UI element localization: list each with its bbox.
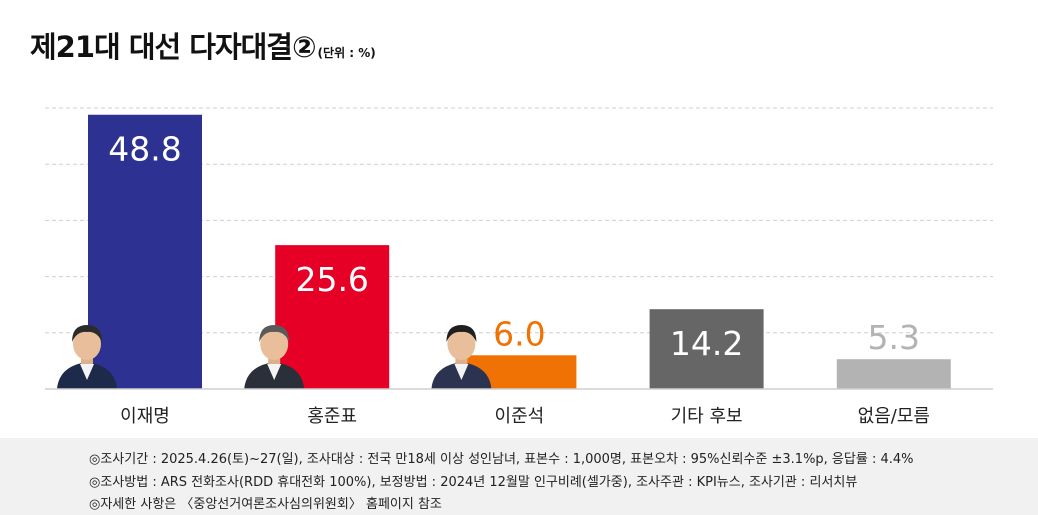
category-label-4: 기타 후보	[671, 406, 743, 427]
category-label-1: 이재명	[120, 406, 170, 427]
footnote-reference: ◎자세한 사항은 〈중앙선거여론조사심의위원회〉 홈페이지 참조	[89, 497, 442, 512]
category-label-3: 이준석	[495, 406, 545, 427]
bar-chart: 48.8 25.6 6.0 14.2 5.3 이재명 홍준표 이준석 기타 후보 없음/모름	[45, 107, 993, 427]
category-label-5: 없음/모름	[858, 406, 930, 427]
chart-title-text: 제21대 대선 다자대결②	[30, 30, 317, 64]
bar-5	[836, 359, 951, 389]
portrait-hair	[259, 325, 290, 342]
value-label-4: 14.2	[670, 324, 743, 363]
bar-1	[88, 114, 202, 389]
portrait-shirt	[267, 364, 282, 380]
bar-4	[649, 309, 764, 389]
value-label-2: 25.6	[295, 260, 368, 299]
portrait-hair	[72, 325, 102, 342]
portrait-shirt	[454, 364, 469, 380]
value-label-5: 5.3	[868, 318, 920, 357]
value-label-1: 48.8	[108, 130, 181, 169]
portrait-hair	[446, 325, 477, 342]
portrait-face	[73, 328, 101, 360]
portrait-face	[447, 328, 476, 360]
portrait-face	[260, 328, 289, 360]
category-labels: 이재명 홍준표 이준석 기타 후보 없음/모름	[120, 406, 930, 427]
portrait-2	[244, 325, 305, 389]
portrait-1	[57, 325, 117, 389]
portrait-shirt	[80, 364, 94, 380]
footnotes-panel: ◎조사기간 : 2025.4.26(토)~27(일), 조사대상 : 전국 만1…	[0, 438, 1038, 515]
footnote-survey-period: ◎조사기간 : 2025.4.26(토)~27(일), 조사대상 : 전국 만1…	[89, 452, 914, 467]
portrait-3	[431, 325, 492, 389]
category-label-2: 홍준표	[307, 406, 357, 427]
bar-2	[275, 245, 390, 389]
value-label-3: 6.0	[493, 314, 545, 353]
footnote-survey-method: ◎조사방법 : ARS 전화조사(RDD 휴대전화 100%), 보정방법 : …	[89, 475, 858, 490]
candidate-portraits	[57, 325, 492, 389]
chart-title: 제21대 대선 다자대결② (단위 : %)	[30, 24, 376, 66]
value-labels: 48.8 25.6 6.0 14.2 5.3	[108, 130, 920, 363]
unit-label: (단위 : %)	[317, 46, 376, 60]
